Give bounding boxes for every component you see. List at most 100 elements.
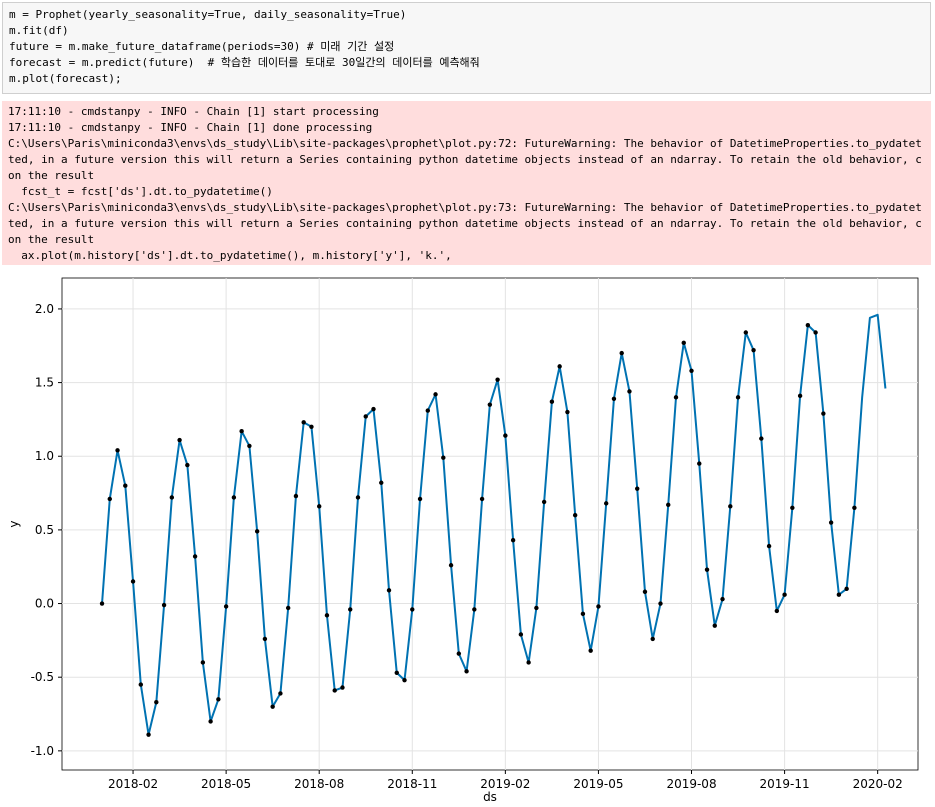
y-tick-label: 0.5 bbox=[35, 523, 54, 537]
y-tick-label: 2.0 bbox=[35, 302, 54, 316]
data-point bbox=[603, 501, 609, 506]
data-point bbox=[379, 480, 384, 485]
data-point bbox=[557, 364, 562, 369]
output-line: on the result bbox=[8, 169, 95, 182]
x-tick-label: 2019-02 bbox=[480, 777, 530, 791]
data-point bbox=[836, 592, 842, 597]
data-point bbox=[774, 608, 780, 614]
data-point bbox=[681, 340, 686, 346]
data-point bbox=[417, 496, 423, 502]
data-point bbox=[146, 732, 151, 737]
data-point bbox=[138, 682, 144, 687]
data-point bbox=[410, 607, 415, 612]
data-point bbox=[697, 461, 702, 466]
x-tick-label: 2018-11 bbox=[387, 777, 437, 791]
output-line: on the result bbox=[8, 233, 95, 246]
data-point bbox=[572, 512, 578, 518]
data-point bbox=[805, 322, 811, 328]
data-point bbox=[743, 330, 749, 335]
data-point bbox=[588, 648, 593, 653]
data-point bbox=[293, 493, 299, 499]
chart: ds y -1.0 -0.5 0.0 0.5 1.0 1.5 2.0 2018-02 2018-… bbox=[7, 277, 919, 804]
output-line: fcst_t = fcst['ds'].dt.to_pydatetime() bbox=[8, 185, 273, 198]
data-point bbox=[231, 495, 237, 500]
data-point bbox=[611, 396, 617, 401]
x-tick-label: 2018-08 bbox=[294, 777, 344, 791]
data-point bbox=[728, 504, 733, 509]
y-tick-label: 0.0 bbox=[35, 597, 54, 611]
code-cell[interactable]: m = Prophet(yearly_seasonality=True, dai… bbox=[2, 2, 931, 94]
data-point bbox=[115, 448, 120, 453]
data-point bbox=[673, 395, 679, 400]
data-point bbox=[301, 420, 306, 425]
data-point bbox=[254, 529, 260, 534]
data-point bbox=[192, 554, 198, 559]
data-point bbox=[797, 393, 803, 399]
data-point bbox=[565, 409, 570, 415]
data-point bbox=[363, 414, 368, 419]
data-point bbox=[689, 368, 694, 374]
data-point bbox=[278, 691, 283, 696]
data-point bbox=[270, 704, 275, 709]
data-point bbox=[386, 588, 392, 593]
data-point bbox=[402, 677, 407, 683]
data-point bbox=[216, 697, 221, 702]
data-point bbox=[123, 483, 128, 488]
data-point bbox=[309, 424, 314, 429]
x-axis-label: ds bbox=[483, 790, 497, 804]
data-point bbox=[441, 455, 446, 460]
code-line: m.fit(df) bbox=[9, 24, 69, 37]
data-point bbox=[790, 505, 795, 510]
y-tick-label: -1.0 bbox=[31, 744, 54, 758]
data-point bbox=[223, 604, 229, 609]
data-point bbox=[534, 605, 539, 611]
data-point bbox=[852, 505, 857, 510]
data-point bbox=[712, 623, 717, 628]
data-point bbox=[650, 636, 655, 642]
data-point bbox=[154, 700, 159, 705]
data-point bbox=[208, 719, 213, 724]
output-line: ted, in a future version this will retur… bbox=[8, 217, 922, 230]
data-point bbox=[161, 602, 167, 608]
data-point bbox=[317, 504, 322, 509]
data-point bbox=[495, 377, 500, 382]
data-point bbox=[332, 688, 337, 693]
data-point bbox=[782, 592, 787, 597]
output-cell: 17:11:10 - cmdstanpy - INFO - Chain [1] … bbox=[2, 101, 931, 265]
data-point bbox=[580, 611, 586, 617]
plot-area bbox=[61, 277, 919, 771]
data-point bbox=[340, 685, 345, 690]
y-tick-label: 1.5 bbox=[35, 376, 54, 390]
data-point bbox=[355, 495, 361, 500]
data-point bbox=[541, 499, 547, 505]
data-point bbox=[324, 613, 330, 618]
x-tick-label: 2018-02 bbox=[108, 777, 158, 791]
data-point bbox=[704, 567, 710, 572]
x-tick-label: 2019-05 bbox=[573, 777, 623, 791]
data-point bbox=[425, 408, 430, 413]
data-point bbox=[177, 437, 182, 443]
data-point bbox=[635, 486, 640, 491]
data-point bbox=[262, 636, 268, 642]
x-tick-label: 2020-02 bbox=[853, 777, 903, 791]
y-tick-label: 1.0 bbox=[35, 449, 54, 463]
code-line: future = m.make_future_dataframe(periods… bbox=[9, 40, 395, 53]
y-axis-label: y bbox=[7, 520, 21, 527]
output-line: ax.plot(m.history['ds'].dt.to_pydatetime… bbox=[8, 249, 452, 262]
x-tick-label: 2019-08 bbox=[666, 777, 716, 791]
data-point bbox=[433, 392, 438, 397]
output-line: 17:11:10 - cmdstanpy - INFO - Chain [1] … bbox=[8, 105, 379, 118]
data-point bbox=[658, 601, 663, 606]
data-point bbox=[448, 563, 454, 568]
data-point bbox=[526, 660, 531, 665]
data-point bbox=[720, 596, 725, 602]
output-line: C:\Users\Paris\miniconda3\envs\ds_study\… bbox=[8, 137, 922, 150]
data-point bbox=[751, 347, 756, 353]
data-point bbox=[518, 632, 524, 637]
data-point bbox=[464, 669, 469, 674]
output-line: 17:11:10 - cmdstanpy - INFO - Chain [1] … bbox=[8, 121, 373, 134]
y-tick-label: -0.5 bbox=[31, 670, 54, 684]
data-point bbox=[99, 601, 105, 606]
output-line: ted, in a future version this will retur… bbox=[8, 153, 922, 166]
